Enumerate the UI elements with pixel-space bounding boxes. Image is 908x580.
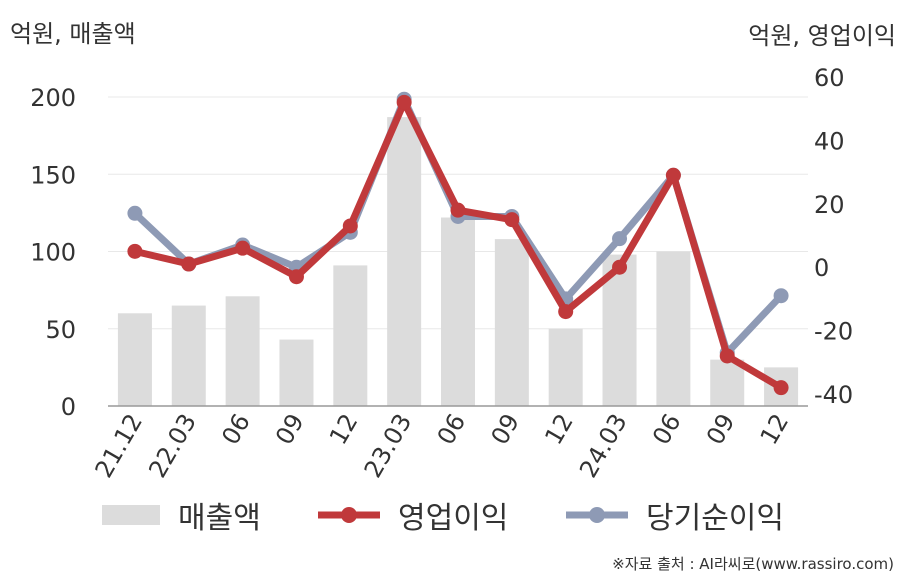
- category-tick-label: 06: [216, 409, 256, 449]
- legend-swatch-op-profit: [318, 507, 380, 523]
- revenue-bar: [279, 339, 314, 406]
- right-tick-label: 20: [814, 191, 845, 219]
- category-tick-label: 23.03: [359, 409, 418, 483]
- right-tick-label: -20: [814, 318, 853, 346]
- category-tick-label: 24.03: [574, 409, 633, 483]
- right-tick-label: 0: [814, 254, 829, 282]
- legend-item-net-profit: 당기순이익: [566, 490, 784, 540]
- left-tick-label: 50: [45, 316, 76, 344]
- category-tick-label: 12: [755, 409, 795, 449]
- category-tick-label: 06: [647, 409, 687, 449]
- legend-item-op-profit: 영업이익: [318, 490, 508, 540]
- right-tick-label: -40: [814, 381, 853, 409]
- legend: 매출액 영업이익 당기순이익: [0, 490, 908, 540]
- left-tick-label: 0: [61, 393, 76, 421]
- net-profit-point: [612, 231, 628, 247]
- revenue-bars: [117, 117, 799, 407]
- category-tick-label: 12: [324, 409, 364, 449]
- revenue-bar: [171, 305, 206, 406]
- right-tick-label: 60: [814, 64, 845, 92]
- revenue-bar: [441, 217, 475, 406]
- category-tick-label: 06: [432, 409, 472, 449]
- op-profit-point: [773, 380, 789, 396]
- profit-lines: [127, 91, 789, 396]
- op-profit-point: [396, 94, 412, 110]
- left-tick-label: 100: [30, 239, 76, 267]
- op-profit-point: [504, 212, 520, 228]
- legend-swatch-net-profit: [566, 507, 628, 523]
- op-profit-point: [342, 218, 358, 234]
- op-profit-point: [127, 243, 143, 259]
- revenue-bar: [710, 359, 745, 406]
- op-profit-point: [719, 348, 735, 364]
- legend-item-revenue: 매출액: [102, 490, 261, 540]
- legend-label-net-profit: 당기순이익: [646, 501, 784, 536]
- revenue-bar: [656, 251, 691, 406]
- legend-swatch-revenue: [102, 505, 160, 525]
- revenue-bar: [494, 239, 529, 406]
- right-tick-label: 40: [814, 127, 845, 155]
- revenue-bar: [117, 313, 152, 406]
- op-profit-point: [181, 256, 197, 272]
- category-tick-label: 09: [270, 409, 310, 449]
- left-axis-unit-label: 억원, 매출액: [10, 20, 136, 48]
- legend-label-op-profit: 영업이익: [398, 501, 509, 536]
- op-profit-point: [612, 259, 628, 275]
- source-note: ※자료 출처 : AI라씨로(www.rassiro.com): [612, 555, 894, 573]
- revenue-bar: [225, 296, 260, 406]
- category-tick-label: 09: [701, 409, 741, 449]
- legend-label-revenue: 매출액: [178, 501, 261, 536]
- op-profit-point: [288, 269, 304, 285]
- right-axis-unit-label: 억원, 영업이익: [748, 22, 896, 50]
- category-tick-label: 12: [539, 409, 579, 449]
- op-profit-point: [450, 202, 466, 218]
- left-tick-label: 150: [30, 161, 76, 189]
- op-profit-point: [665, 167, 681, 183]
- op-profit-point: [235, 240, 251, 256]
- category-tick-label: 09: [486, 409, 526, 449]
- left-tick-label: 200: [30, 84, 76, 112]
- net-profit-point: [773, 288, 789, 304]
- op-profit-point: [558, 304, 574, 320]
- category-tick-label: 21.12: [90, 409, 149, 483]
- net-profit-point: [127, 205, 143, 221]
- category-tick-label: 22.03: [143, 409, 202, 483]
- revenue-bar: [387, 117, 422, 407]
- revenue-bar: [548, 328, 583, 406]
- revenue-bar: [333, 265, 368, 406]
